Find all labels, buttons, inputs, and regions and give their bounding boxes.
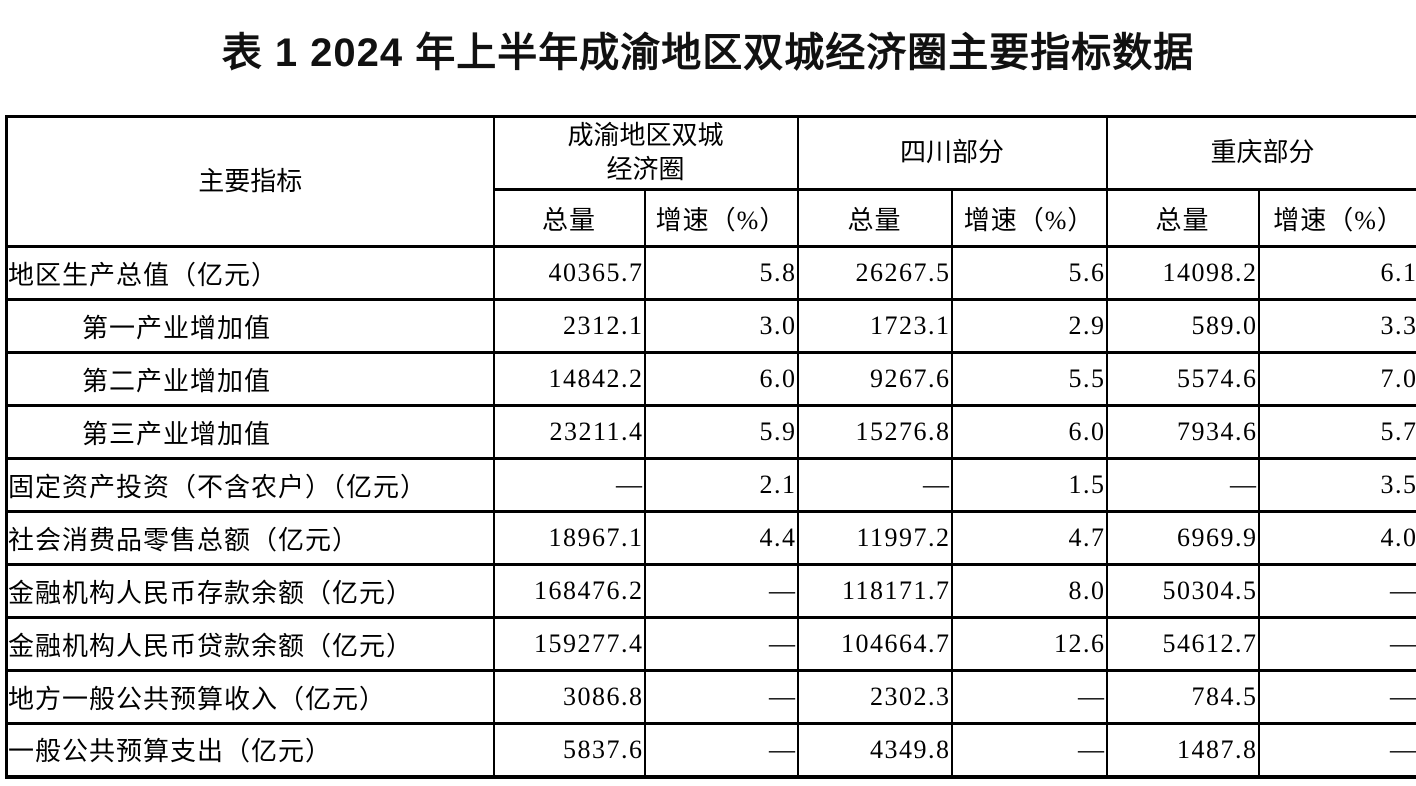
value-cell: 6969.9 [1105,510,1260,566]
column-header-growth-chengyu: 增速（%） [643,188,799,248]
value-cell: 23211.4 [492,404,646,460]
value-cell: 1.5 [950,457,1108,513]
table-row: 第一产业增加值 2312.1 3.0 1723.1 2.9 589.0 3.3 [5,298,1416,354]
table-row: 第二产业增加值 14842.2 6.0 9267.6 5.5 5574.6 7.0 [5,351,1416,407]
table-body: 地区生产总值（亿元） 40365.7 5.8 26267.5 5.6 14098.2 6.1… [5,245,1416,778]
table-row: 地区生产总值（亿元） 40365.7 5.8 26267.5 5.6 14098.2 6.1 [5,245,1416,301]
table-row: 一般公共预算支出（亿元） 5837.6—4349.8—1487.8— [5,722,1416,778]
value-cell: 12.6 [950,616,1108,672]
value-cell: 4.0 [1257,510,1416,566]
table-row: 金融机构人民币存款余额（亿元） 168476.2—118171.7 8.0 50304… [5,563,1416,619]
value-cell: 168476.2 [492,563,646,619]
value-cell: 3.0 [643,298,799,354]
value-cell: 1487.8 [1105,722,1260,778]
row-label: 一般公共预算支出（亿元） [5,722,495,778]
table-row: 固定资产投资（不含农户）（亿元） —2.1—1.5—3.5 [5,457,1416,513]
value-cell: 5.7 [1257,404,1416,460]
value-cell: 50304.5 [1105,563,1260,619]
value-cell: 4349.8 [796,722,953,778]
table-row: 社会消费品零售总额（亿元） 18967.1 4.4 11997.2 4.7 6969.9 4… [5,510,1416,566]
value-cell: 7.0 [1257,351,1416,407]
value-cell: — [1257,669,1416,725]
value-cell: 4.7 [950,510,1108,566]
value-cell: 784.5 [1105,669,1260,725]
table-row: 第三产业增加值 23211.4 5.9 15276.8 6.0 7934.6 5.7 [5,404,1416,460]
column-group-chengyu-circle: 成渝地区双城 经济圈 [492,115,799,191]
value-cell: 159277.4 [492,616,646,672]
value-cell: 5574.6 [1105,351,1260,407]
value-cell: 14842.2 [492,351,646,407]
column-header-indicator: 主要指标 [5,115,495,248]
value-cell: — [643,563,799,619]
group-header-row: 主要指标 成渝地区双城 经济圈 四川部分 重庆部分 [5,115,1416,248]
value-cell: — [1105,457,1260,513]
value-cell: 15276.8 [796,404,953,460]
value-cell: 5.6 [950,245,1108,301]
sub-header-row: 总量 增速（%） 总量 增速（%） 总量 增速（%） [7,188,1416,248]
value-cell: 40365.7 [492,245,646,301]
value-cell: 1723.1 [796,298,953,354]
value-cell: — [1257,722,1416,778]
row-label: 社会消费品零售总额（亿元） [5,510,495,566]
value-cell: 6.0 [950,404,1108,460]
column-header-total-sichuan: 总量 [796,188,953,248]
value-cell: — [950,722,1108,778]
table-row: 金融机构人民币贷款余额（亿元） 159277.4—104664.7 12.6 5461… [5,616,1416,672]
value-cell: 26267.5 [796,245,953,301]
value-cell: — [796,457,953,513]
value-cell: 4.4 [643,510,799,566]
value-cell: 7934.6 [1105,404,1260,460]
value-cell: — [492,457,646,513]
value-cell: 2302.3 [796,669,953,725]
value-cell: 3.5 [1257,457,1416,513]
column-header-total-chengyu: 总量 [492,188,646,248]
value-cell: 54612.7 [1105,616,1260,672]
page: 表 1 2024 年上半年成渝地区双城经济圈主要指标数据 主要指标 成渝地区双城… [0,29,1416,786]
value-cell: 2.9 [950,298,1108,354]
column-header-total-chongqing: 总量 [1105,188,1260,248]
row-label: 固定资产投资（不含农户）（亿元） [5,457,495,513]
column-group-sichuan: 四川部分 [796,115,1108,191]
table-header: 主要指标 成渝地区双城 经济圈 四川部分 重庆部分 总量 增速（%） 总量 增速… [5,115,1416,248]
value-cell: 5.8 [643,245,799,301]
value-cell: 6.1 [1257,245,1416,301]
value-cell: 3086.8 [492,669,646,725]
value-cell: 2312.1 [492,298,646,354]
value-cell: — [643,616,799,672]
row-label: 第一产业增加值 [5,298,495,354]
value-cell: 5837.6 [492,722,646,778]
row-label: 第二产业增加值 [5,351,495,407]
column-header-growth-sichuan: 增速（%） [950,188,1108,248]
value-cell: 18967.1 [492,510,646,566]
value-cell: 8.0 [950,563,1108,619]
row-label: 金融机构人民币存款余额（亿元） [5,563,495,619]
value-cell: — [950,669,1108,725]
row-label: 地区生产总值（亿元） [5,245,495,301]
value-cell: 9267.6 [796,351,953,407]
value-cell: — [643,722,799,778]
table-row: 地方一般公共预算收入（亿元） 3086.8—2302.3—784.5— [5,669,1416,725]
page-title: 表 1 2024 年上半年成渝地区双城经济圈主要指标数据 [221,31,1195,75]
value-cell: 104664.7 [796,616,953,672]
value-cell: 11997.2 [796,510,953,566]
value-cell: — [643,669,799,725]
row-label: 第三产业增加值 [5,404,495,460]
column-group-chongqing: 重庆部分 [1105,115,1416,191]
indicators-table: 主要指标 成渝地区双城 经济圈 四川部分 重庆部分 总量 增速（%） 总量 增速… [5,115,1416,779]
value-cell: 5.5 [950,351,1108,407]
value-cell: 2.1 [643,457,799,513]
column-header-growth-chongqing: 增速（%） [1257,188,1416,248]
value-cell: 5.9 [643,404,799,460]
value-cell: — [1257,563,1416,619]
row-label: 地方一般公共预算收入（亿元） [5,669,495,725]
value-cell: 3.3 [1257,298,1416,354]
value-cell: 14098.2 [1105,245,1260,301]
value-cell: 589.0 [1105,298,1260,354]
row-label: 金融机构人民币贷款余额（亿元） [5,616,495,672]
value-cell: 118171.7 [796,563,953,619]
value-cell: — [1257,616,1416,672]
value-cell: 6.0 [643,351,799,407]
